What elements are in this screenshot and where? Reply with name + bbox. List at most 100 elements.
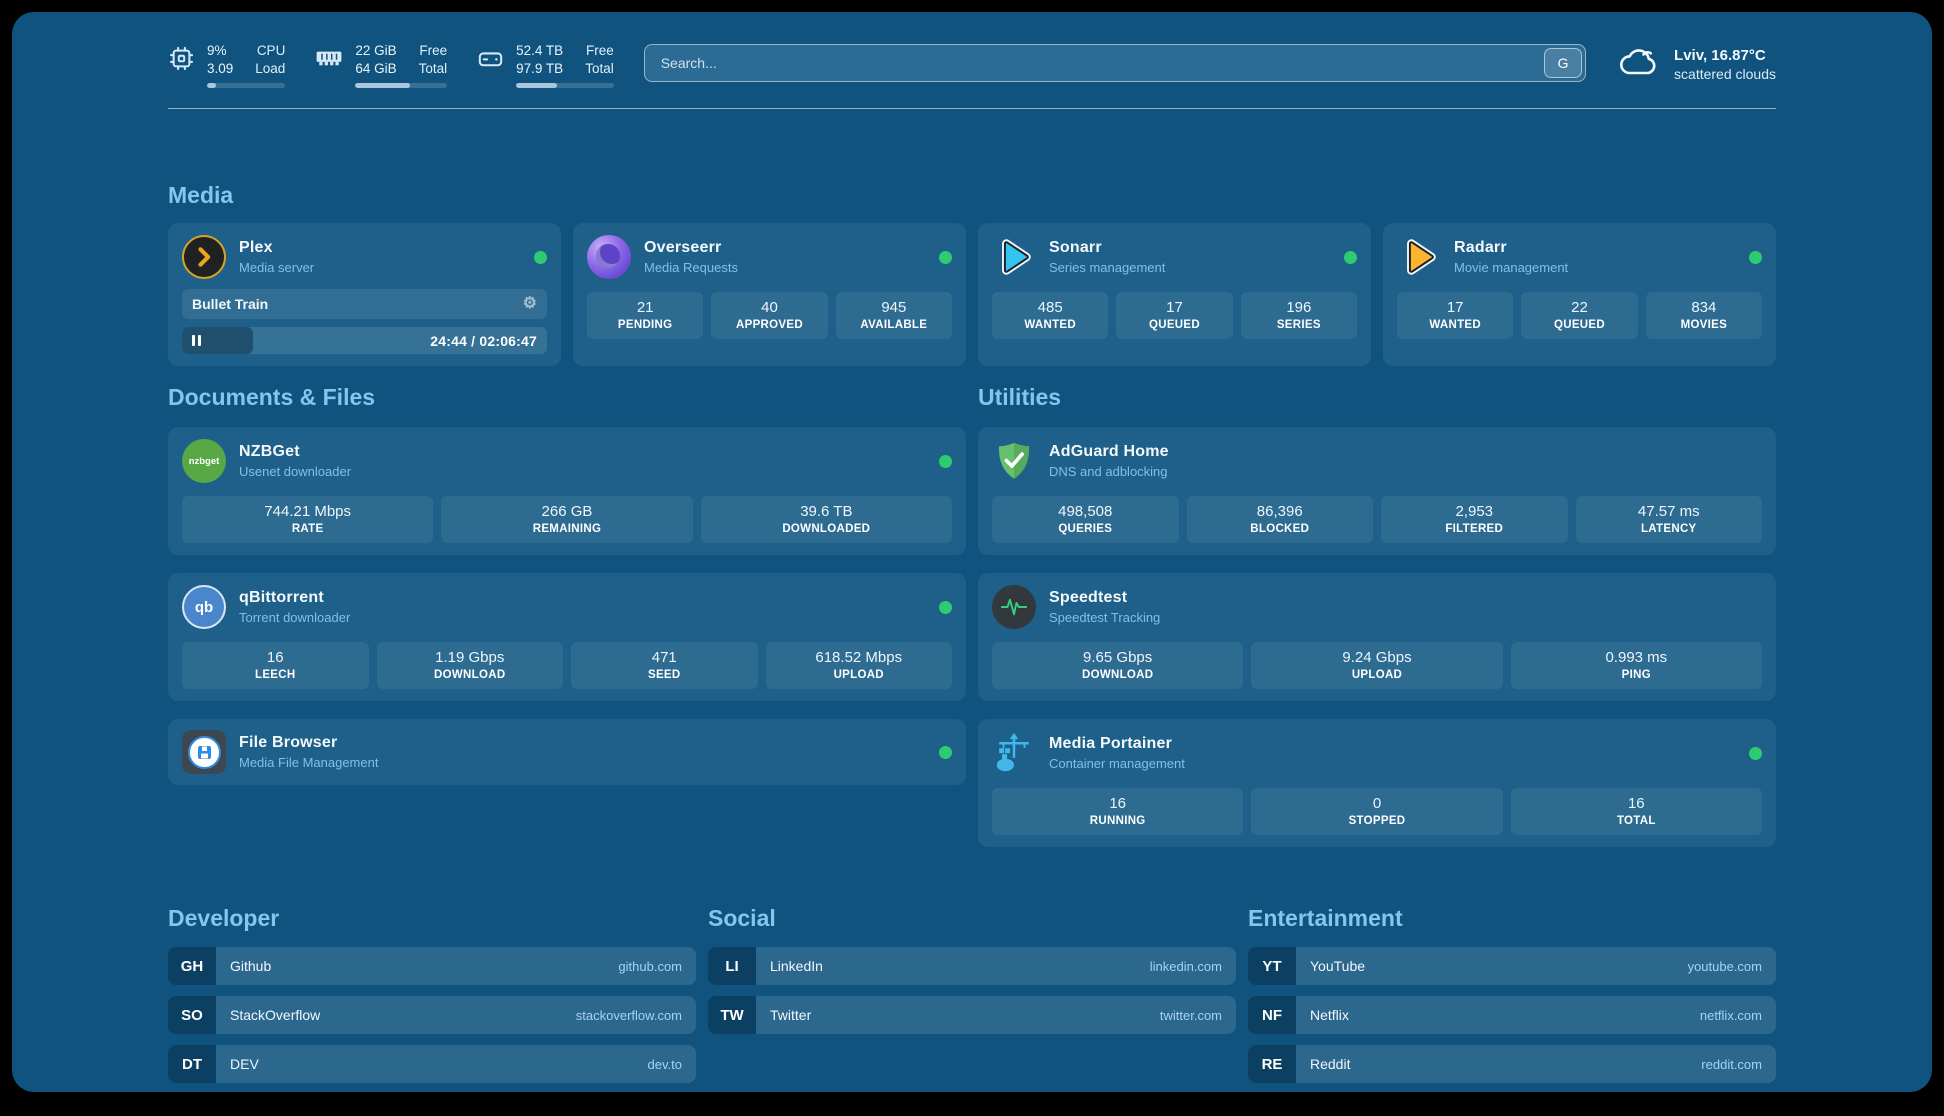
bookmark-name: Github — [230, 958, 272, 974]
bookmark-abbr: LI — [708, 947, 756, 985]
section-documents-files: Documents & Files nzbget NZBGet Usenet d… — [168, 383, 966, 847]
stat-tile: 0 STOPPED — [1251, 788, 1503, 835]
nzbget-icon: nzbget — [182, 439, 226, 483]
stat-tile: 498,508 QUERIES — [992, 496, 1179, 543]
stat-value: 22 GiB — [355, 43, 397, 58]
app-name: Speedtest — [1049, 589, 1128, 606]
cloud-icon — [1616, 43, 1662, 86]
speedtest-card[interactable]: Speedtest Speedtest Tracking 9.65 Gbps D… — [978, 573, 1776, 701]
bookmark-name: LinkedIn — [770, 958, 823, 974]
radarr-card[interactable]: Radarr Movie management 17 WANTED 22 QUE… — [1383, 223, 1776, 366]
app-subtitle: DNS and adblocking — [1049, 464, 1168, 479]
disk-icon — [477, 45, 504, 72]
section-title: Media — [168, 182, 234, 208]
status-online-dot — [939, 454, 952, 468]
stat-tile: 266 GB REMAINING — [441, 496, 693, 543]
bookmark-abbr: YT — [1248, 947, 1296, 985]
status-online-dot — [1749, 746, 1762, 760]
bookmark-url: youtube.com — [1687, 958, 1762, 974]
bookmark-name: StackOverflow — [230, 1007, 321, 1023]
header: 9% 3.09 CPU Load — [168, 12, 1776, 88]
app-subtitle: Speedtest Tracking — [1049, 610, 1161, 625]
bookmark-netflix[interactable]: NF Netflix netflix.com — [1248, 996, 1776, 1034]
bookmark-url: github.com — [618, 958, 682, 974]
cpu-progress-fill — [207, 83, 217, 88]
app-name: Overseerr — [644, 239, 722, 256]
adguard-card[interactable]: AdGuard Home DNS and adblocking 498,508 … — [978, 427, 1776, 555]
search-engine-button[interactable]: G — [1544, 48, 1583, 78]
header-divider — [168, 108, 1776, 109]
stat-tile: 17 QUEUED — [1116, 292, 1233, 339]
bookmark-linkedin[interactable]: LI LinkedIn linkedin.com — [708, 947, 1236, 985]
radarr-icon — [1397, 235, 1441, 279]
section-entertainment: Entertainment YT YouTube youtube.com NF … — [1248, 904, 1776, 1083]
ram-progress-fill — [355, 83, 411, 88]
stat-value: 52.4 TB — [516, 43, 564, 58]
bookmark-name: Twitter — [770, 1007, 812, 1023]
bookmark-github[interactable]: GH Github github.com — [168, 947, 696, 985]
stat-label: Total — [418, 61, 448, 76]
plex-card[interactable]: Plex Media server Bullet Train ⚙ 24:44 /… — [168, 223, 561, 366]
bookmark-youtube[interactable]: YT YouTube youtube.com — [1248, 947, 1776, 985]
status-online-dot — [939, 600, 952, 614]
disk-progress-track — [516, 83, 614, 88]
status-online-dot — [1344, 250, 1357, 264]
search-input[interactable] — [643, 44, 1587, 82]
disk-progress-fill — [516, 83, 558, 88]
section-title: Documents & Files — [168, 384, 376, 410]
section-social: Social LI LinkedIn linkedin.com TW Twitt… — [708, 904, 1236, 1083]
stat-tile: 1.19 Gbps DOWNLOAD — [376, 642, 563, 689]
sonarr-card[interactable]: Sonarr Series management 485 WANTED 17 Q… — [978, 223, 1371, 366]
stat-tile: 0.993 ms PING — [1510, 642, 1762, 689]
bookmark-url: twitter.com — [1159, 1007, 1222, 1023]
gear-icon[interactable]: ⚙ — [522, 295, 537, 312]
bookmark-url: dev.to — [647, 1056, 682, 1072]
playback-progress-bar[interactable]: 24:44 / 02:06:47 — [182, 327, 547, 354]
bookmark-twitter[interactable]: TW Twitter twitter.com — [708, 996, 1236, 1034]
portainer-card[interactable]: Media Portainer Container management 16 … — [978, 719, 1776, 847]
stat-tile: 47.57 ms LATENCY — [1575, 496, 1762, 543]
qbittorrent-icon: qb — [182, 585, 226, 629]
playback-time: 24:44 / 02:06:47 — [430, 332, 537, 349]
bookmark-name: DEV — [230, 1056, 259, 1072]
bookmark-url: reddit.com — [1701, 1056, 1762, 1072]
overseerr-card[interactable]: Overseerr Media Requests 21 PENDING 40 A… — [573, 223, 966, 366]
filebrowser-card[interactable]: File Browser Media File Management — [168, 719, 966, 785]
section-developer: Developer GH Github github.com SO StackO… — [168, 904, 696, 1083]
bookmark-abbr: RE — [1248, 1045, 1296, 1083]
section-title: Social — [708, 905, 776, 931]
stat-tile: 16 TOTAL — [1510, 788, 1762, 835]
bookmark-reddit[interactable]: RE Reddit reddit.com — [1248, 1045, 1776, 1083]
bookmark-abbr: TW — [708, 996, 756, 1034]
stat-tile: 16 RUNNING — [992, 788, 1244, 835]
cpu-stat: 9% 3.09 CPU Load — [168, 42, 286, 88]
nzbget-card[interactable]: nzbget NZBGet Usenet downloader 744.21 M… — [168, 427, 966, 555]
stat-value: 9% — [207, 43, 227, 58]
media-cards: Plex Media server Bullet Train ⚙ 24:44 /… — [168, 223, 1776, 366]
qbittorrent-card[interactable]: qb qBittorrent Torrent downloader 16 LEE… — [168, 573, 966, 701]
app-name: qBittorrent — [239, 589, 324, 606]
stat-tile: 21 PENDING — [587, 292, 704, 339]
section-title: Developer — [168, 905, 280, 931]
pause-icon[interactable] — [192, 335, 201, 346]
stat-label: Total — [585, 61, 614, 76]
bookmark-url: netflix.com — [1699, 1007, 1762, 1023]
section-utilities: Utilities AdGuard Home DNS and adblockin… — [978, 383, 1776, 847]
stat-tile: 196 SERIES — [1240, 292, 1357, 339]
stat-tile: 9.24 Gbps UPLOAD — [1251, 642, 1503, 689]
app-name: AdGuard Home — [1049, 443, 1169, 460]
ram-icon — [315, 45, 343, 69]
bookmark-dev[interactable]: DT DEV dev.to — [168, 1045, 696, 1083]
weather-widget: Lviv, 16.87°C scattered clouds — [1616, 43, 1776, 86]
weather-condition: scattered clouds — [1674, 66, 1776, 82]
section-media: Media Plex Media server — [168, 181, 1776, 366]
stat-value: 3.09 — [207, 61, 234, 76]
stat-tile: 744.21 Mbps RATE — [182, 496, 434, 543]
section-title: Entertainment — [1248, 905, 1403, 931]
app-name: Sonarr — [1049, 239, 1102, 256]
stat-tile: 834 MOVIES — [1645, 292, 1762, 339]
bookmark-stackoverflow[interactable]: SO StackOverflow stackoverflow.com — [168, 996, 696, 1034]
stat-tile: 618.52 Mbps UPLOAD — [765, 642, 952, 689]
disk-stat: 52.4 TB 97.9 TB Free Total — [477, 42, 614, 88]
app-name: Plex — [239, 239, 273, 256]
